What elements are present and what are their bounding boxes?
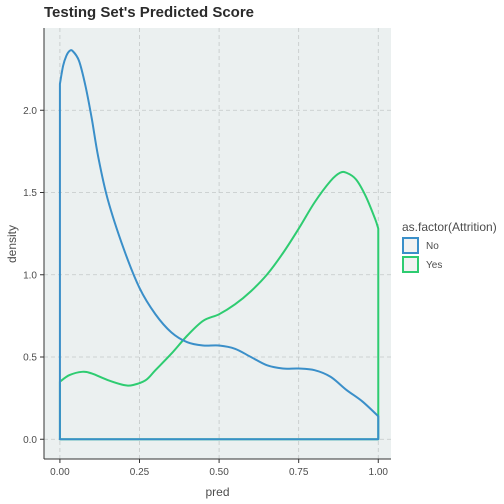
legend: as.factor(Attrition) No Yes [402,220,497,273]
y-tick-label: 0.5 [23,353,37,364]
y-tick-label: 1.0 [23,270,37,281]
plot-panel [44,28,391,459]
series-yes-density [58,170,380,441]
series-layer [58,49,380,441]
x-axis-ticks: 0.00 0.25 0.50 0.75 1.00 [50,459,388,478]
chart-title: Testing Set's Predicted Score [44,4,254,21]
legend-key-yes [402,256,419,273]
x-tick-label: 0.25 [130,467,150,478]
legend-label-no: No [426,241,439,252]
series-no-density [58,49,380,441]
legend-title: as.factor(Attrition) [402,220,497,234]
legend-key-no [402,237,419,254]
y-axis-ticks: 0.0 0.5 1.0 1.5 2.0 [23,106,44,446]
y-tick-label: 0.0 [23,435,37,446]
x-tick-label: 1.00 [369,467,389,478]
y-tick-label: 2.0 [23,106,37,117]
legend-label-yes: Yes [426,260,442,271]
x-tick-label: 0.00 [50,467,70,478]
x-tick-label: 0.75 [289,467,309,478]
x-tick-label: 0.50 [209,467,229,478]
y-axis-title: density [5,225,19,263]
x-axis-title: pred [205,485,229,499]
y-tick-label: 1.5 [23,188,37,199]
